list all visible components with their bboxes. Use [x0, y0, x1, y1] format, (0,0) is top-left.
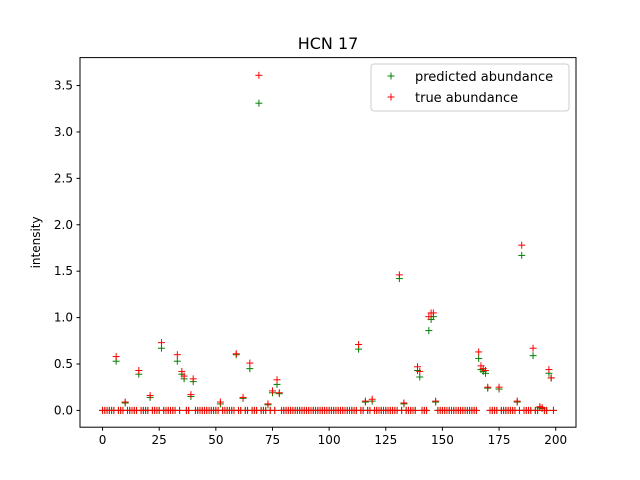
- data-point: [547, 374, 555, 382]
- legend: predicted abundance true abundance: [370, 63, 570, 112]
- data-point: [518, 241, 526, 249]
- legend-label: true abundance: [415, 91, 518, 106]
- data-point: [232, 350, 240, 358]
- data-point: [187, 391, 195, 399]
- plot-frame: [79, 57, 577, 428]
- x-tick-label: 0: [99, 433, 107, 447]
- data-point: [513, 397, 521, 405]
- data-point: [275, 389, 283, 397]
- data-point: [185, 406, 193, 414]
- y-axis-label: intensity: [29, 216, 43, 268]
- data-point: [472, 406, 480, 414]
- data-point: [255, 71, 263, 79]
- x-tick-label: 25: [152, 433, 167, 447]
- data-point: [400, 399, 408, 407]
- data-point: [157, 339, 165, 347]
- data-point: [429, 309, 437, 317]
- data-point: [176, 406, 184, 414]
- data-point: [173, 351, 181, 359]
- x-tick-label: 100: [318, 433, 341, 447]
- data-point: [484, 383, 492, 391]
- data-point: [246, 359, 254, 367]
- data-point: [264, 400, 272, 408]
- data-point: [216, 398, 224, 406]
- data-point: [495, 383, 503, 391]
- legend-marker: [387, 93, 395, 101]
- data-point: [423, 406, 431, 414]
- data-point: [529, 344, 537, 352]
- x-tick-label: 150: [431, 433, 454, 447]
- y-tick-label: 3.0: [54, 125, 73, 139]
- data-point: [146, 392, 154, 400]
- data-point: [173, 357, 181, 365]
- y-tick-label: 0.5: [54, 357, 73, 371]
- data-point: [189, 375, 197, 383]
- plot-area: [99, 71, 557, 414]
- data-point: [180, 372, 188, 380]
- x-tick-label: 50: [208, 433, 223, 447]
- data-point: [538, 404, 546, 412]
- data-point: [255, 99, 263, 107]
- data-point: [545, 366, 553, 374]
- data-point: [425, 313, 433, 321]
- data-point: [549, 406, 557, 414]
- y-tick-label: 1.5: [54, 264, 73, 278]
- data-point: [475, 354, 483, 362]
- data-point: [395, 271, 403, 279]
- y-tick-label: 3.5: [54, 79, 73, 93]
- x-tick-label: 175: [488, 433, 511, 447]
- data-point: [475, 348, 483, 356]
- data-point: [268, 387, 276, 395]
- data-point: [518, 251, 526, 259]
- data-point: [416, 367, 424, 375]
- data-point: [273, 376, 281, 384]
- legend-label: predicted abundance: [415, 70, 553, 85]
- chart-title: HCN 17: [298, 34, 359, 53]
- x-tick-label: 125: [374, 433, 397, 447]
- y-tick-label: 1.0: [54, 311, 73, 325]
- data-point: [414, 363, 422, 371]
- y-tick-label: 2.5: [54, 171, 73, 185]
- y-tick-label: 0.0: [54, 403, 73, 417]
- data-point: [112, 353, 120, 361]
- data-point: [271, 406, 279, 414]
- legend-marker: [387, 72, 395, 80]
- y-axis: 0.0 0.5 1.0 1.5 2.0 2.5 3.0 3.5: [54, 79, 80, 417]
- data-point: [534, 406, 542, 414]
- data-point: [121, 398, 129, 406]
- x-tick-label: 200: [544, 433, 567, 447]
- data-point: [239, 393, 247, 401]
- data-point: [361, 397, 369, 405]
- data-point: [135, 366, 143, 374]
- x-axis: 0 25 50 75 100 125 150 175 200: [99, 427, 567, 447]
- data-point: [432, 397, 440, 405]
- data-point: [425, 327, 433, 335]
- series-1: [99, 71, 557, 414]
- data-point: [529, 352, 537, 360]
- data-point: [543, 406, 551, 414]
- legend-box: [370, 63, 570, 112]
- x-tick-label: 75: [265, 433, 280, 447]
- data-point: [178, 367, 186, 375]
- y-tick-label: 2.0: [54, 218, 73, 232]
- data-point: [411, 406, 419, 414]
- data-point: [355, 340, 363, 348]
- data-point: [368, 395, 376, 403]
- data-point: [481, 366, 489, 374]
